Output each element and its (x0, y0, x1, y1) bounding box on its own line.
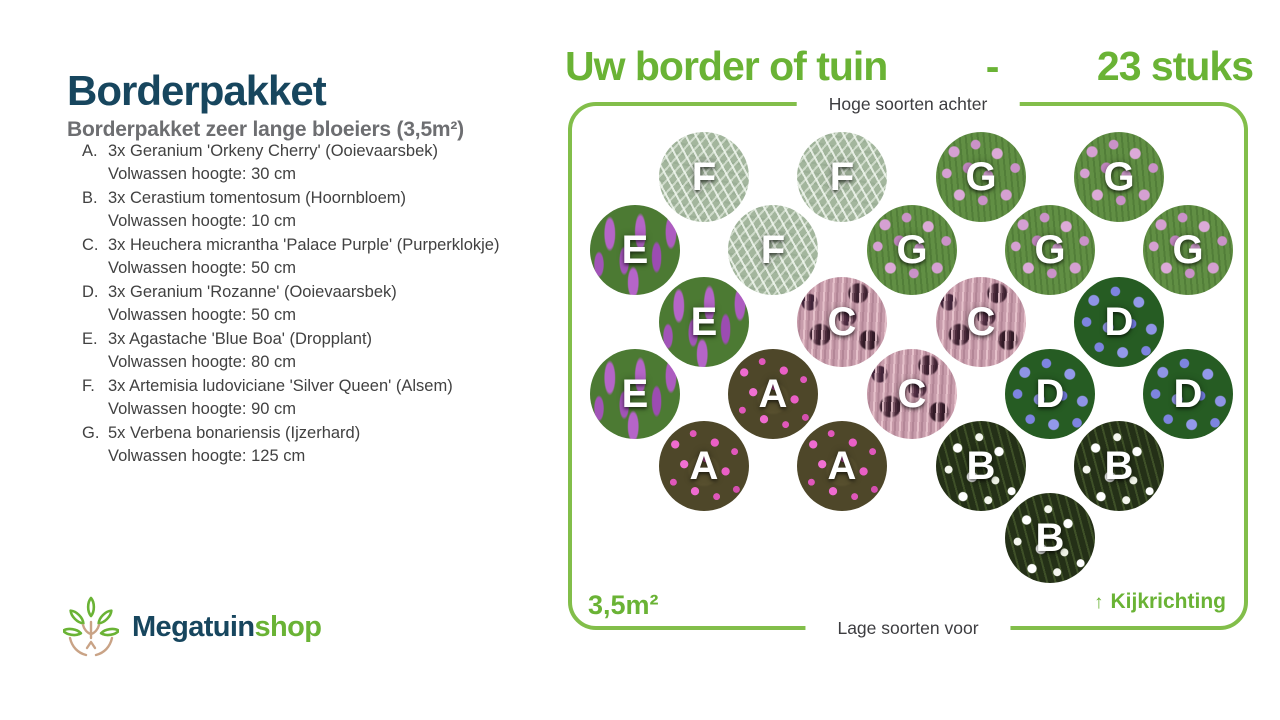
plant-name: 3x Cerastium tomentosum (Hoornbloem) (108, 189, 407, 207)
plant-name: 3x Geranium 'Orkeny Cherry' (Ooievaarsbe… (108, 142, 438, 160)
plant-circle-g-6: G (867, 205, 957, 295)
plant-circle-letter: G (1103, 154, 1135, 199)
plant-circle-b-20: B (936, 421, 1026, 511)
bottom-edge-label: Lage soorten voor (805, 616, 1011, 640)
plant-circle-letter: G (965, 154, 997, 199)
wordmark-green: shop (254, 610, 322, 643)
plant-circle-letter: E (621, 371, 649, 416)
plant-letter: B. (82, 189, 98, 207)
plant-circle-letter: G (896, 227, 928, 272)
page-title: Borderpakket (67, 67, 327, 115)
plant-list-item: E. 3x Agastache 'Blue Boa' (Dropplant) V… (82, 328, 527, 374)
plant-circle-g-7: G (1005, 205, 1095, 295)
plant-name: 3x Agastache 'Blue Boa' (Dropplant) (108, 330, 373, 348)
plant-circle-a-19: A (797, 421, 887, 511)
plant-circle-g-2: G (936, 132, 1026, 222)
plant-circle-e-4: E (590, 205, 680, 295)
plant-name: 3x Geranium 'Rozanne' (Ooievaarsbek) (108, 283, 397, 301)
megatuinshop-wordmark: Megatuinshop (132, 610, 322, 644)
view-direction-label: ↑ Kijkrichting (1094, 590, 1226, 614)
diagram-title: Uw border of tuin - 23 stuks (565, 43, 1254, 89)
plant-circle-c-15: C (867, 349, 957, 439)
megatuinshop-logo: Megatuinshop (63, 596, 322, 658)
plant-circle-g-3: G (1074, 132, 1164, 222)
plant-circle-letter: F (760, 227, 786, 272)
plant-letter: F. (82, 377, 95, 395)
plant-circle-letter: F (829, 154, 855, 199)
plant-circle-letter: B (1104, 443, 1134, 488)
wordmark-dark: Megatuin (132, 610, 255, 643)
plant-circle-c-11: C (936, 277, 1026, 367)
page-subtitle: Borderpakket zeer lange bloeiers (3,5m²) (67, 118, 464, 142)
plant-list-item: B. 3x Cerastium tomentosum (Hoornbloem) … (82, 187, 527, 233)
plant-circle-e-13: E (590, 349, 680, 439)
top-edge-label: Hoge soorten achter (796, 92, 1020, 116)
area-size-label: 3,5m² (588, 590, 659, 620)
view-direction-text: Kijkrichting (1110, 590, 1226, 613)
plant-circle-c-10: C (797, 277, 887, 367)
plant-list: A. 3x Geranium 'Orkeny Cherry' (Ooievaar… (82, 140, 527, 469)
plant-list-item: C. 3x Heuchera micrantha 'Palace Purple'… (82, 234, 527, 280)
megatuinshop-logo-icon (63, 596, 119, 657)
plant-name: 3x Artemisia ludoviciane 'Silver Queen' … (108, 377, 453, 395)
plant-list-item: A. 3x Geranium 'Orkeny Cherry' (Ooievaar… (82, 140, 527, 186)
plant-name: 5x Verbena bonariensis (Ijzerhard) (108, 424, 361, 442)
plant-circle-letter: C (827, 299, 857, 344)
plant-height: Volwassen hoogte: 50 cm (108, 259, 297, 277)
plant-circle-letter: G (1172, 227, 1204, 272)
plant-circle-d-16: D (1005, 349, 1095, 439)
plant-circle-letter: A (689, 443, 719, 488)
plant-height: Volwassen hoogte: 50 cm (108, 306, 297, 324)
plant-height: Volwassen hoogte: 90 cm (108, 400, 297, 418)
plant-circle-b-22: B (1005, 493, 1095, 583)
plant-height: Volwassen hoogte: 30 cm (108, 165, 297, 183)
plant-circle-b-21: B (1074, 421, 1164, 511)
plant-letter: A. (82, 142, 98, 160)
plant-list-item: G. 5x Verbena bonariensis (Ijzerhard) Vo… (82, 422, 527, 468)
plant-circle-a-18: A (659, 421, 749, 511)
plant-circle-f-0: F (659, 132, 749, 222)
plant-height: Volwassen hoogte: 10 cm (108, 212, 297, 230)
plant-circle-letter: G (1034, 227, 1066, 272)
plant-letter: E. (82, 330, 98, 348)
plant-circle-d-17: D (1143, 349, 1233, 439)
plant-circle-d-12: D (1074, 277, 1164, 367)
diagram-title-dash: - (985, 43, 1000, 89)
plant-circle-letter: C (897, 371, 927, 416)
plant-circle-letter: D (1104, 299, 1134, 344)
plant-height: Volwassen hoogte: 80 cm (108, 353, 297, 371)
plant-circle-letter: C (966, 299, 996, 344)
plant-letter: G. (82, 424, 100, 442)
plant-list-item: D. 3x Geranium 'Rozanne' (Ooievaarsbek) … (82, 281, 527, 327)
plant-letter: D. (82, 283, 99, 301)
diagram-title-left: Uw border of tuin (565, 43, 888, 89)
diagram-title-count: 23 stuks (1096, 43, 1254, 89)
plant-circle-letter: B (1035, 515, 1065, 560)
plant-circle-letter: F (691, 154, 717, 199)
plant-circle-letter: A (827, 443, 857, 488)
plant-circle-letter: E (621, 227, 649, 272)
plant-circle-e-9: E (659, 277, 749, 367)
plant-circle-f-1: F (797, 132, 887, 222)
plant-circle-letter: A (758, 371, 788, 416)
plant-list-item: F. 3x Artemisia ludoviciane 'Silver Quee… (82, 375, 527, 421)
plant-circle-g-8: G (1143, 205, 1233, 295)
plant-circle-letter: E (690, 299, 718, 344)
plant-name: 3x Heuchera micrantha 'Palace Purple' (P… (108, 236, 500, 254)
plant-letter: C. (82, 236, 99, 254)
plant-circle-letter: D (1173, 371, 1203, 416)
plant-circle-a-14: A (728, 349, 818, 439)
plant-circle-letter: D (1035, 371, 1065, 416)
plant-circle-f-5: F (728, 205, 818, 295)
plant-height: Volwassen hoogte: 125 cm (108, 447, 306, 465)
up-arrow-icon: ↑ (1093, 592, 1104, 613)
plant-circle-letter: B (966, 443, 996, 488)
